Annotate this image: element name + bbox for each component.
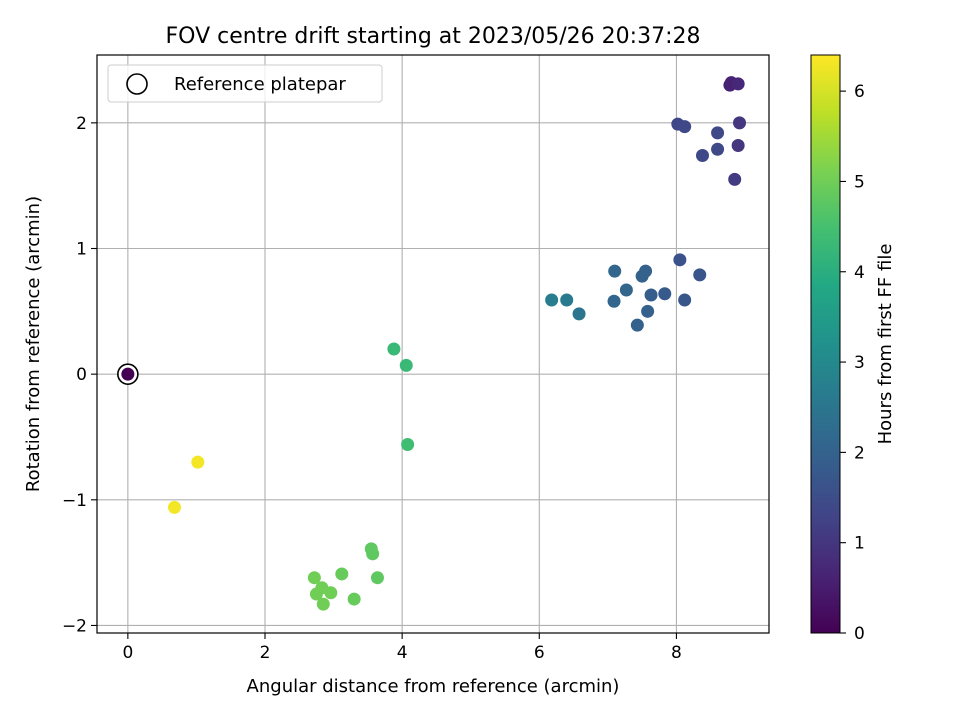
colorbar-tick-label: 6: [854, 82, 865, 102]
x-axis-label: Angular distance from reference (arcmin): [247, 676, 620, 697]
colorbar-tick-label: 0: [854, 624, 865, 644]
colorbar-tick-label: 3: [854, 353, 865, 373]
x-tick-label: 4: [397, 643, 408, 663]
y-axis-ticks: −2 −1 0 1 2: [62, 114, 97, 636]
data-point: [673, 253, 687, 267]
data-point: [316, 597, 330, 611]
data-point: [347, 592, 361, 606]
data-point: [731, 138, 745, 152]
data-point: [167, 500, 181, 514]
data-point: [309, 587, 323, 601]
data-point: [695, 149, 709, 163]
colorbar-gradient: [810, 54, 841, 634]
y-tick-label: −1: [62, 491, 87, 511]
colorbar-tick-label: 2: [854, 443, 865, 463]
data-point: [733, 116, 747, 130]
data-point: [635, 269, 649, 283]
data-point: [678, 293, 692, 307]
y-tick-label: 0: [76, 365, 87, 385]
data-point: [728, 172, 742, 186]
data-point: [641, 304, 655, 318]
data-point: [608, 264, 622, 278]
data-point: [711, 126, 725, 140]
data-point: [401, 438, 415, 452]
data-point: [387, 342, 401, 356]
data-point: [370, 571, 384, 585]
data-point: [630, 318, 644, 332]
colorbar-ticks: 0 1 2 3 4 5 6: [840, 82, 865, 644]
data-point: [658, 287, 672, 301]
reference-data-point: [121, 367, 135, 381]
data-point: [607, 294, 621, 308]
data-point: [678, 120, 692, 134]
legend-box: [107, 64, 383, 103]
legend-reference-marker: [126, 73, 148, 95]
y-tick-label: −2: [62, 616, 87, 636]
colorbar-tick-label: 4: [854, 263, 865, 283]
x-tick-label: 2: [260, 643, 271, 663]
data-point: [191, 455, 205, 469]
plot-frame: [96, 54, 770, 634]
data-point: [693, 268, 707, 282]
data-point: [731, 77, 745, 91]
data-point: [366, 547, 380, 561]
colorbar-tick-label: 1: [854, 534, 865, 554]
x-tick-label: 0: [122, 643, 133, 663]
y-tick-label: 1: [76, 240, 87, 260]
colorbar-label: Hours from first FF file: [875, 244, 896, 445]
data-point: [545, 293, 559, 307]
x-axis-ticks: 0 2 4 6 8: [122, 633, 682, 663]
data-point: [307, 571, 321, 585]
legend: Reference platepar: [107, 64, 383, 103]
grid-lines: [97, 55, 769, 633]
x-tick-label: 8: [671, 643, 682, 663]
data-point: [711, 142, 725, 156]
y-axis-label: Rotation from reference (arcmin): [23, 196, 44, 492]
data-point: [399, 358, 413, 372]
reference-marker-group: [117, 363, 139, 385]
data-point: [560, 293, 574, 307]
data-point: [572, 307, 586, 321]
data-point: [644, 288, 658, 302]
y-tick-label: 2: [76, 114, 87, 134]
data-point: [324, 586, 338, 600]
plot-area: [97, 55, 769, 633]
scatter-points: [167, 76, 747, 611]
data-point: [335, 567, 349, 581]
colorbar-tick-label: 5: [854, 172, 865, 192]
data-point: [619, 283, 633, 297]
legend-entry-label: Reference platepar: [174, 74, 346, 95]
chart-title: FOV centre drift starting at 2023/05/26 …: [166, 24, 701, 49]
x-tick-label: 6: [534, 643, 545, 663]
